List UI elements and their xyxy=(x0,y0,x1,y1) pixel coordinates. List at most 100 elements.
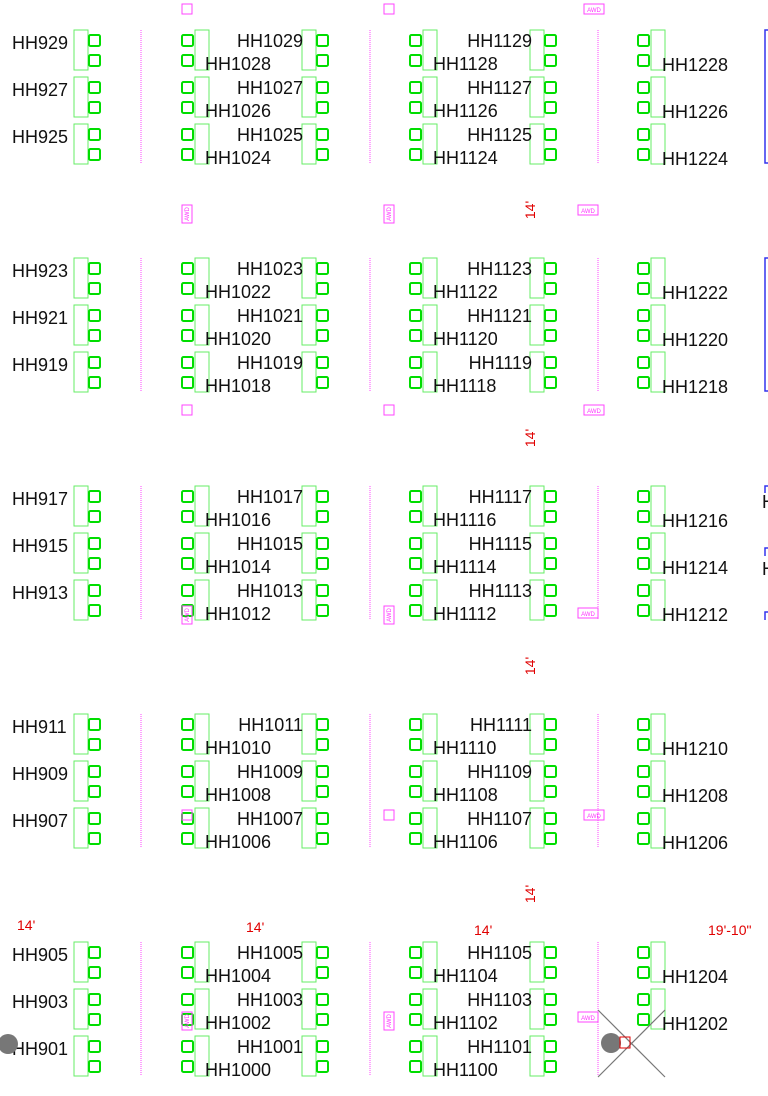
booth-label[interactable]: HH1015 xyxy=(237,534,303,554)
booth-label[interactable]: HH1029 xyxy=(237,31,303,51)
booth-label[interactable]: HH1014 xyxy=(205,557,271,577)
booth-outline[interactable] xyxy=(301,304,317,346)
booth-outline[interactable] xyxy=(650,988,666,1030)
booth-label[interactable]: HH1002 xyxy=(205,1013,271,1033)
booth-outline[interactable] xyxy=(650,713,666,755)
booth-outline[interactable] xyxy=(650,351,666,393)
booth-outline[interactable] xyxy=(301,941,317,983)
booth-outline[interactable] xyxy=(529,304,545,346)
booth-label[interactable]: HH1000 xyxy=(205,1060,271,1080)
booth-label[interactable]: HH1013 xyxy=(237,581,303,601)
booth-outline[interactable] xyxy=(529,941,545,983)
booth-outline[interactable] xyxy=(422,1035,438,1077)
booth-outline[interactable] xyxy=(529,807,545,849)
booth-outline[interactable] xyxy=(301,485,317,527)
booth-outline[interactable] xyxy=(422,485,438,527)
booth-label[interactable]: HH1105 xyxy=(467,943,532,963)
booth-outline[interactable] xyxy=(194,988,210,1030)
booth-label[interactable]: HH1012 xyxy=(205,604,271,624)
booth-outline[interactable] xyxy=(650,123,666,165)
booth-label[interactable]: HH1008 xyxy=(205,785,271,805)
booth-outline[interactable] xyxy=(650,29,666,71)
booth-outline[interactable] xyxy=(529,1035,545,1077)
booth-label[interactable]: HH915 xyxy=(12,536,68,556)
booth-outline[interactable] xyxy=(194,29,210,71)
booth-outline[interactable] xyxy=(73,76,89,118)
booth-outline[interactable] xyxy=(422,304,438,346)
booth-label[interactable]: HH1121 xyxy=(467,306,532,326)
booth-outline[interactable] xyxy=(301,532,317,574)
booth-outline[interactable] xyxy=(194,351,210,393)
booth-label[interactable]: HH1228 xyxy=(662,55,728,75)
booth-label[interactable]: HH1119 xyxy=(469,353,532,373)
booth-outline[interactable] xyxy=(194,485,210,527)
booth-outline[interactable] xyxy=(73,713,89,755)
booth-outline[interactable] xyxy=(73,579,89,621)
booth-label[interactable]: HH1019 xyxy=(237,353,303,373)
booth-label[interactable]: HH923 xyxy=(12,261,68,281)
booth-label[interactable]: HH1102 xyxy=(433,1013,498,1033)
booth-outline[interactable] xyxy=(529,76,545,118)
booth-label[interactable]: HH1005 xyxy=(237,943,303,963)
booth-outline[interactable] xyxy=(650,941,666,983)
booth-outline[interactable] xyxy=(301,76,317,118)
booth-label[interactable]: HH1114 xyxy=(433,557,496,577)
booth-outline[interactable] xyxy=(422,29,438,71)
booth-outline[interactable] xyxy=(422,713,438,755)
booth-outline[interactable] xyxy=(422,807,438,849)
booth-outline[interactable] xyxy=(73,304,89,346)
booth-outline[interactable] xyxy=(650,579,666,621)
booth-label[interactable]: HH1004 xyxy=(205,966,271,986)
booth-label[interactable]: HH1023 xyxy=(237,259,303,279)
booth-label[interactable]: HH1214 xyxy=(662,558,728,578)
booth-outline[interactable] xyxy=(301,257,317,299)
booth-label[interactable]: HH1016 xyxy=(205,510,271,530)
booth-outline[interactable] xyxy=(422,76,438,118)
booth-label[interactable]: HH1127 xyxy=(467,78,532,98)
booth-label[interactable]: HH1109 xyxy=(467,762,532,782)
booth-label[interactable]: HH925 xyxy=(12,127,68,147)
booth-outline[interactable] xyxy=(422,579,438,621)
booth-outline[interactable] xyxy=(422,351,438,393)
booth-outline[interactable] xyxy=(529,29,545,71)
booth-outline[interactable] xyxy=(194,579,210,621)
booth-label[interactable]: HH1224 xyxy=(662,149,728,169)
booth-outline[interactable] xyxy=(650,807,666,849)
booth-outline[interactable] xyxy=(73,485,89,527)
booth-label[interactable]: HH921 xyxy=(12,308,68,328)
booth-outline[interactable] xyxy=(194,760,210,802)
booth-outline[interactable] xyxy=(73,941,89,983)
booth-label[interactable]: HH1115 xyxy=(469,534,532,554)
booth-label[interactable]: HH1123 xyxy=(467,259,532,279)
booth-label[interactable]: HH1206 xyxy=(662,833,728,853)
booth-outline[interactable] xyxy=(301,351,317,393)
booth-outline[interactable] xyxy=(301,760,317,802)
booth-label[interactable]: HH1129 xyxy=(467,31,532,51)
booth-label[interactable]: HH1112 xyxy=(433,604,496,624)
booth-label[interactable]: HH1001 xyxy=(237,1037,303,1057)
booth-label[interactable]: HH1126 xyxy=(433,101,498,121)
booth-label[interactable]: HH1117 xyxy=(469,487,532,507)
booth-outline[interactable] xyxy=(422,257,438,299)
booth-outline[interactable] xyxy=(422,532,438,574)
booth-outline[interactable] xyxy=(650,304,666,346)
booth-outline[interactable] xyxy=(73,988,89,1030)
booth-outline[interactable] xyxy=(73,351,89,393)
booth-outline[interactable] xyxy=(301,29,317,71)
booth-label[interactable]: HH1212 xyxy=(662,605,728,625)
booth-outline[interactable] xyxy=(529,988,545,1030)
booth-label[interactable]: HH1216 xyxy=(662,511,728,531)
booth-outline[interactable] xyxy=(73,123,89,165)
booth-label[interactable]: HH901 xyxy=(12,1039,68,1059)
booth-outline[interactable] xyxy=(301,579,317,621)
booth-label[interactable]: HH1226 xyxy=(662,102,728,122)
booth-outline[interactable] xyxy=(73,1035,89,1077)
booth-label[interactable]: HH1208 xyxy=(662,786,728,806)
booth-outline[interactable] xyxy=(422,988,438,1030)
booth-outline[interactable] xyxy=(301,713,317,755)
booth-label[interactable]: HH1113 xyxy=(469,581,532,601)
booth-label[interactable]: H xyxy=(762,492,768,512)
booth-label[interactable]: HH1204 xyxy=(662,967,728,987)
booth-outline[interactable] xyxy=(301,123,317,165)
booth-outline[interactable] xyxy=(529,123,545,165)
